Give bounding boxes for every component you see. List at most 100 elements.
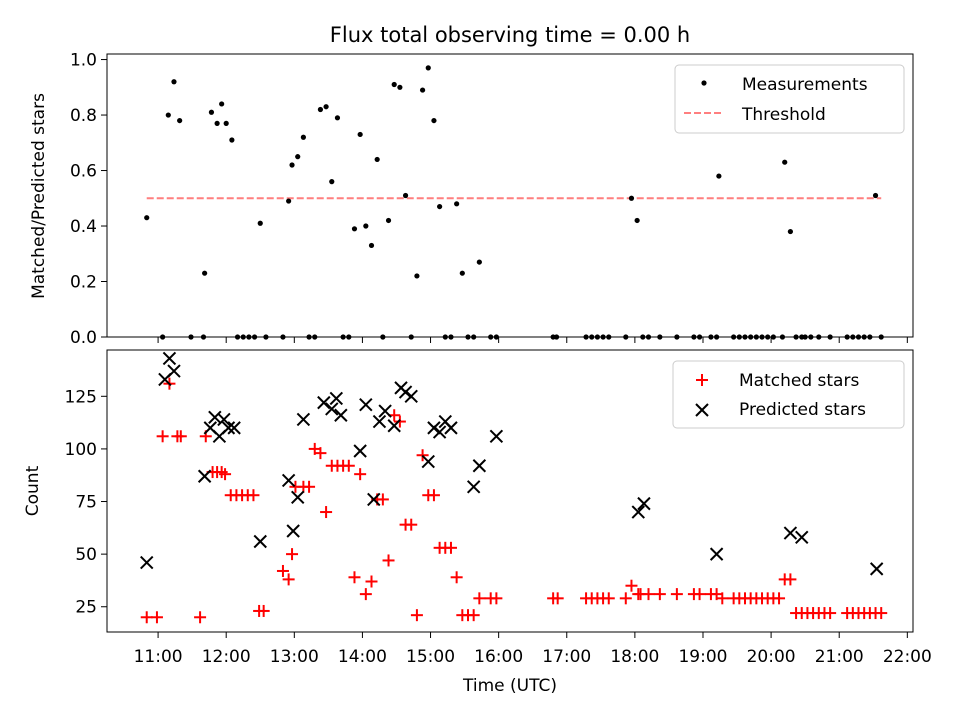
measurement-point	[716, 173, 722, 179]
predicted-stars-point	[286, 524, 300, 538]
measurement-point	[144, 215, 150, 221]
legend-threshold-label: Threshold	[741, 105, 826, 125]
top-ytick-label: 0.6	[70, 162, 97, 182]
bottom-panel-marks	[140, 351, 888, 624]
predicted-stars-point	[359, 398, 373, 412]
measurement-point	[402, 192, 409, 199]
measurement-point	[323, 104, 329, 110]
matched-stars-point	[410, 609, 423, 622]
matched-stars-point	[314, 447, 327, 460]
measurement-point	[177, 117, 183, 124]
measurement-point	[634, 217, 640, 224]
predicted-stars-point	[631, 505, 645, 519]
top-ytick-label: 0.4	[70, 217, 97, 237]
bottom-xtick-label: 17:00	[542, 647, 591, 667]
bottom-ytick-label: 100	[65, 440, 97, 460]
matched-stars-point	[354, 468, 367, 481]
matched-stars-point	[824, 607, 837, 620]
matched-stars-point	[156, 430, 169, 443]
predicted-stars-point	[472, 459, 487, 473]
predicted-stars-point	[281, 473, 296, 488]
matched-stars-point	[642, 588, 655, 601]
measurement-point	[368, 242, 375, 249]
matched-stars-point	[467, 609, 480, 622]
measurement-point	[419, 87, 426, 93]
predicted-stars-point	[404, 389, 418, 404]
predicted-stars-point	[317, 395, 331, 410]
predicted-stars-point	[253, 534, 267, 549]
legend-measurements-marker	[701, 80, 707, 86]
predicted-stars-point	[197, 469, 212, 483]
matched-stars-point	[619, 592, 632, 605]
top-panel-ylabel: Matched/Predicted stars	[29, 93, 49, 299]
bottom-xtick-label: 14:00	[338, 647, 387, 667]
measurement-point	[257, 220, 263, 226]
measurement-point	[476, 259, 482, 265]
bottom-legend-box	[672, 360, 905, 429]
matched-stars-point	[320, 506, 333, 519]
measurement-point	[363, 223, 369, 229]
measurement-point	[317, 106, 324, 113]
matched-stars-point	[282, 573, 295, 586]
measurement-point	[286, 198, 292, 204]
matched-stars-point	[174, 430, 187, 443]
measurement-point	[872, 192, 879, 199]
measurement-point	[357, 131, 363, 138]
bottom-legend: Matched stars Predicted stars	[672, 360, 905, 429]
bottom-ytick-label: 25	[75, 598, 97, 618]
predicted-stars-point	[869, 562, 884, 576]
top-panel-title: Flux total observing time = 0.00 h	[330, 23, 690, 47]
measurement-point	[787, 228, 793, 235]
matched-stars-point	[784, 573, 797, 586]
matched-stars-point	[670, 588, 683, 601]
matched-stars-point	[365, 575, 378, 588]
matched-stars-point	[286, 548, 299, 561]
measurement-point	[229, 137, 235, 143]
predicted-stars-point	[353, 444, 367, 458]
bottom-xtick-label: 19:00	[678, 647, 727, 667]
top-panel-marks	[144, 65, 884, 340]
matched-stars-point	[405, 518, 418, 531]
bottom-xtick-label: 11:00	[134, 647, 183, 667]
measurement-point	[459, 270, 465, 276]
top-legend: Measurements Threshold	[674, 64, 905, 134]
measurement-point	[300, 134, 306, 140]
matched-stars-point	[348, 571, 361, 584]
matched-stars-point	[342, 459, 355, 472]
predicted-stars-point	[329, 391, 344, 406]
measurement-point	[431, 117, 437, 124]
predicted-stars-point	[367, 492, 381, 507]
matched-stars-point	[473, 592, 486, 605]
measurement-point	[289, 162, 295, 168]
top-panel-frame	[106, 53, 914, 338]
matched-stars-point	[359, 588, 372, 601]
top-panel: 0.0 0.2 0.4 0.6 0.8 1.0 Matched/Predicted sta…	[29, 51, 914, 348]
bottom-xtick-label: 12:00	[202, 647, 251, 667]
bottom-ytick-label: 50	[75, 545, 97, 565]
bottom-panel-ticks: 25 50 75 100 125 11:00 12:00 13:00 14:00 15:00 16:…	[65, 387, 932, 667]
measurement-point	[208, 109, 215, 115]
matched-stars-point	[303, 480, 316, 493]
legend-matched-marker	[696, 374, 708, 386]
legend-predicted-label: Predicted stars	[739, 400, 866, 420]
measurement-point	[628, 195, 635, 201]
bottom-panel-xlabel: Time (UTC)	[462, 676, 557, 696]
measurement-point	[334, 115, 341, 121]
matched-stars-point	[393, 415, 406, 428]
matched-stars-point	[875, 607, 888, 620]
bottom-xtick-label: 13:00	[270, 647, 319, 667]
matched-stars-point	[490, 592, 503, 605]
matched-stars-point	[382, 554, 395, 567]
predicted-stars-point	[162, 351, 177, 366]
predicted-stars-point	[466, 480, 481, 494]
predicted-stars-point	[217, 412, 231, 427]
matched-stars-point	[693, 588, 706, 601]
measurement-point	[351, 226, 358, 232]
matched-stars-point	[150, 611, 163, 624]
predicted-stars-point	[795, 530, 809, 545]
predicted-stars-point	[372, 414, 387, 429]
top-ytick-label: 0.8	[70, 106, 97, 126]
bottom-panel: 25 50 75 100 125 11:00 12:00 13:00 14:00 15:00 16:…	[23, 349, 932, 696]
bottom-xtick-label: 21:00	[815, 647, 864, 667]
measurement-point	[425, 65, 431, 71]
